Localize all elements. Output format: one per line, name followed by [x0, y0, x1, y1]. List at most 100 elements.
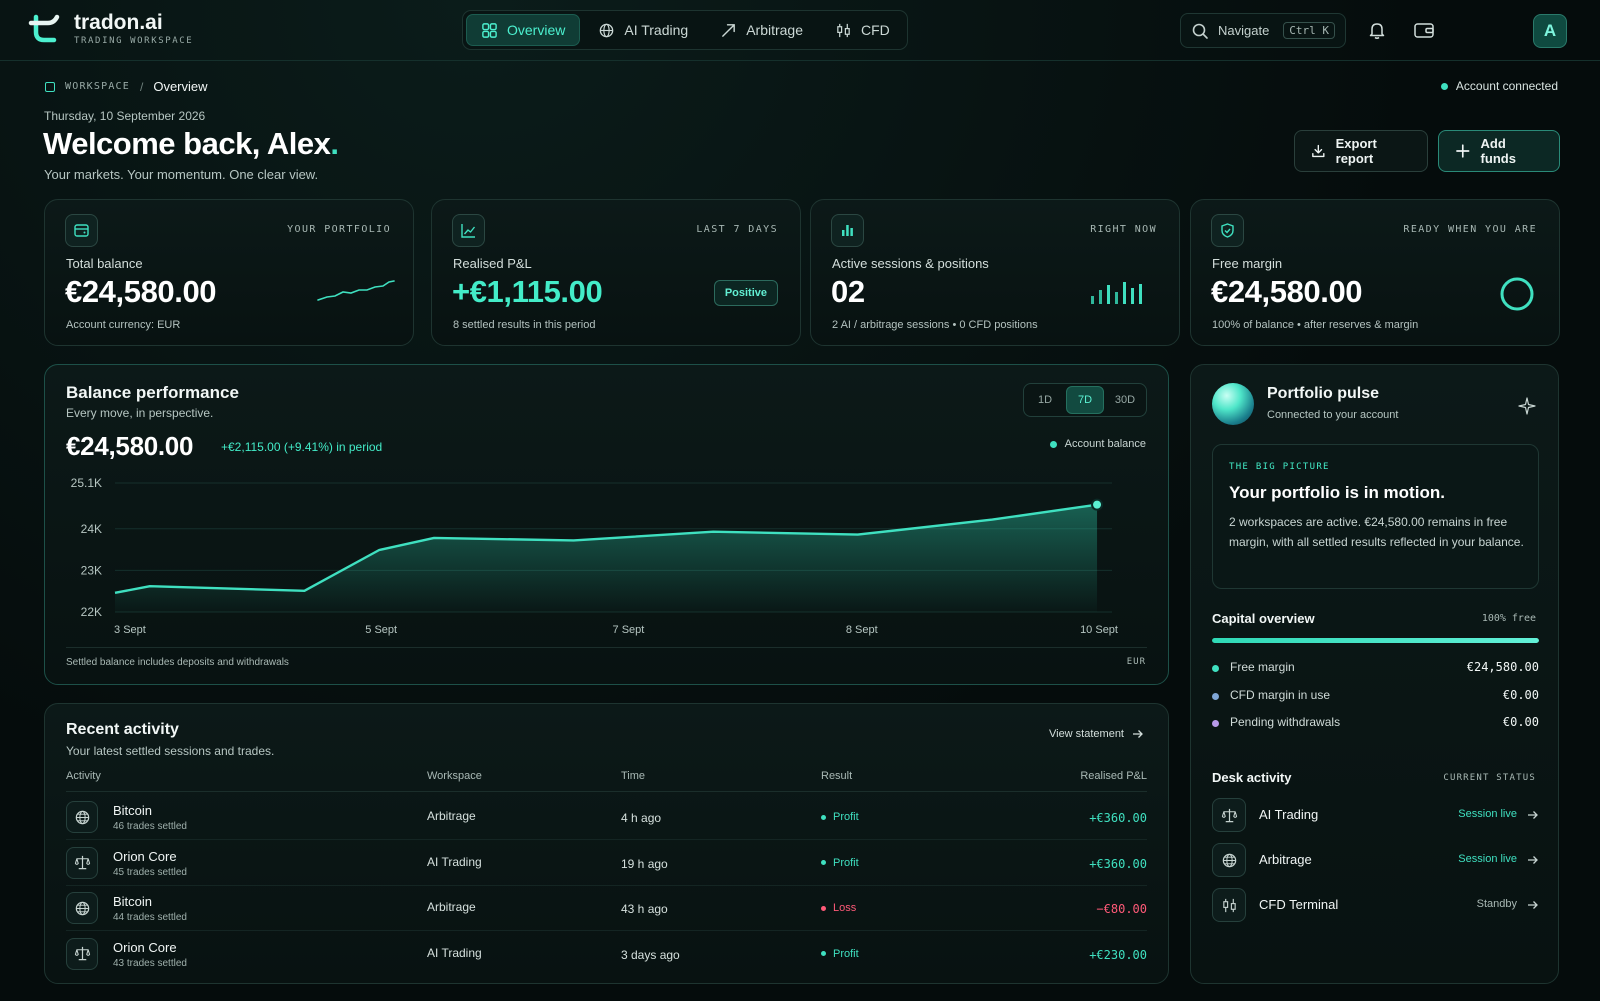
plus-icon: [1456, 144, 1470, 158]
tab-arbitrage[interactable]: Arbitrage: [706, 14, 817, 46]
table-row[interactable]: Bitcoin 46 trades settled Arbitrage 4 h ago…: [66, 795, 1147, 840]
result-dot: [821, 860, 826, 865]
big-picture-panel: THE BIG PICTURE Your portfolio is in mot…: [1212, 444, 1539, 589]
capital-progress-bar: [1212, 638, 1539, 643]
add-funds-button[interactable]: Add funds: [1438, 130, 1560, 172]
activity-result: Profit: [821, 811, 859, 823]
activity-name: Orion Core: [113, 848, 177, 864]
capital-row: CFD margin in use €0.00: [1212, 686, 1539, 706]
performance-title: Balance performance: [66, 383, 239, 402]
scales-icon: [66, 846, 98, 879]
performance-subtitle: Every move, in perspective.: [66, 406, 214, 420]
result-dot: [821, 814, 826, 820]
desk-row[interactable]: AI Trading Session live: [1212, 797, 1539, 833]
legend-dot: [1212, 692, 1219, 700]
activity-title: Recent activity: [66, 721, 179, 738]
brand[interactable]: tradon.ai TRADING WORKSPACE: [28, 12, 193, 46]
stat-sub: 2 AI / arbitrage sessions • 0 CFD positi…: [832, 319, 1038, 331]
big-picture-tag: THE BIG PICTURE: [1229, 462, 1330, 472]
range-7d[interactable]: 7D: [1066, 386, 1104, 414]
balance-line: [114, 503, 1098, 595]
free-margin-card[interactable]: READY WHEN YOU ARE Free margin €24,580.0…: [1190, 199, 1560, 346]
current-date: Thursday, 10 September 2026: [44, 109, 206, 123]
stat-tag: YOUR PORTFOLIO: [287, 224, 391, 235]
range-30d[interactable]: 30D: [1114, 394, 1136, 406]
col-pnl: Realised P&L: [1080, 770, 1147, 782]
performance-currency: EUR: [1126, 657, 1146, 667]
table-row[interactable]: Orion Core 43 trades settled AI Trading 3 d…: [66, 932, 1147, 977]
total-balance-card[interactable]: YOUR PORTFOLIO Total balance €24,580.00 …: [44, 199, 414, 346]
activity-time: 19 h ago: [621, 856, 668, 871]
notifications-button[interactable]: [1364, 17, 1390, 43]
tab-overview[interactable]: Overview: [466, 14, 581, 46]
activity-name: Bitcoin: [113, 803, 153, 818]
welcome-dot: .: [330, 126, 339, 161]
activity-name: Orion Core: [113, 939, 177, 955]
tab-arbitrage-label: Arbitrage: [746, 22, 803, 38]
breadcrumb-root[interactable]: WORKSPACE: [65, 81, 130, 92]
capital-overview-title: Capital overview: [1212, 611, 1315, 626]
main-nav: Overview AI Trading Arbitrage CFD: [462, 10, 908, 50]
navigate-search[interactable]: Navigate Ctrl K: [1180, 13, 1346, 48]
tab-ai-trading[interactable]: AI Trading: [584, 14, 702, 46]
performance-footnote: Settled balance includes deposits and wi…: [66, 657, 289, 668]
x-tick-label: 3 Sept: [114, 624, 146, 636]
add-funds-label: Add funds: [1480, 136, 1516, 166]
avatar[interactable]: A: [1533, 14, 1567, 48]
activity-sub: 43 trades settled: [113, 957, 187, 969]
breadcrumb: WORKSPACE / Overview: [45, 79, 208, 94]
free-margin-value: €24,580.00: [1211, 274, 1363, 309]
margin-ring-icon: [1500, 277, 1534, 311]
balance-sparkline: [317, 280, 395, 301]
activity-result: Profit: [821, 857, 859, 869]
welcome-text: Welcome back, Alex: [43, 126, 331, 161]
desk-name: AI Trading: [1259, 807, 1319, 822]
range-1d[interactable]: 1D: [1037, 394, 1053, 406]
tab-cfd[interactable]: CFD: [821, 14, 904, 46]
x-tick-label: 5 Sept: [365, 624, 397, 636]
capital-label: CFD margin in use: [1230, 687, 1331, 702]
legend-dot: [1212, 720, 1219, 727]
capital-progress-fill: [1212, 638, 1539, 643]
brand-name: tradon.ai: [74, 11, 163, 34]
wallet-button[interactable]: [1411, 17, 1437, 43]
download-icon: [1312, 144, 1325, 158]
capital-value: €0.00: [1502, 687, 1539, 702]
result-dot: [821, 951, 826, 956]
arrow-right-icon: [1527, 853, 1539, 871]
big-picture-text: 2 workspaces are active. €24,580.00 rema…: [1229, 515, 1524, 549]
col-result: Result: [821, 770, 853, 782]
y-tick-label: 23K: [81, 563, 102, 577]
sparkle-icon[interactable]: [1518, 397, 1536, 415]
active-sessions-card[interactable]: RIGHT NOW Active sessions & positions 02…: [810, 199, 1180, 346]
desk-row[interactable]: CFD Terminal Standby: [1212, 887, 1539, 923]
x-tick-label: 10 Sept: [1080, 624, 1118, 636]
table-header: Activity Workspace Time Result Realised …: [66, 770, 1147, 792]
view-statement-link[interactable]: View statement: [1049, 728, 1144, 740]
capital-free-label: 100% free: [1481, 613, 1536, 624]
table-row[interactable]: Bitcoin 44 trades settled Arbitrage 43 h ag…: [66, 886, 1147, 931]
legend-label: Account balance: [1064, 438, 1146, 450]
desk-state: Session live: [1458, 853, 1517, 865]
activity-workspace: AI Trading: [427, 854, 482, 869]
page-tagline: Your markets. Your momentum. One clear v…: [44, 167, 319, 182]
arrow-right-icon: [1527, 898, 1539, 916]
globe-icon: [66, 801, 98, 833]
result-label: Profit: [833, 947, 859, 960]
tab-ai-trading-label: AI Trading: [624, 22, 689, 38]
stat-tag: READY WHEN YOU ARE: [1403, 224, 1537, 235]
activity-time: 4 h ago: [621, 811, 662, 825]
col-workspace: Workspace: [427, 770, 482, 782]
capital-value: €0.00: [1502, 715, 1539, 729]
export-report-button[interactable]: Export report: [1294, 130, 1428, 172]
legend-dot: [1049, 440, 1057, 448]
activity-name: Bitcoin: [113, 894, 153, 909]
search-label: Navigate: [1218, 23, 1270, 38]
performance-delta: +€2,115.00 (+9.41%) in period: [221, 440, 383, 454]
realised-pnl-card[interactable]: LAST 7 DAYS Realised P&L +€1,115.00 8 se…: [431, 199, 801, 346]
result-label: Loss: [833, 902, 857, 914]
arrow-right-icon: [1133, 730, 1143, 738]
desk-row[interactable]: Arbitrage Session live: [1212, 842, 1539, 878]
table-row[interactable]: Orion Core 45 trades settled AI Trading 19 …: [66, 841, 1147, 886]
stat-sub: Account currency: EUR: [66, 319, 181, 331]
